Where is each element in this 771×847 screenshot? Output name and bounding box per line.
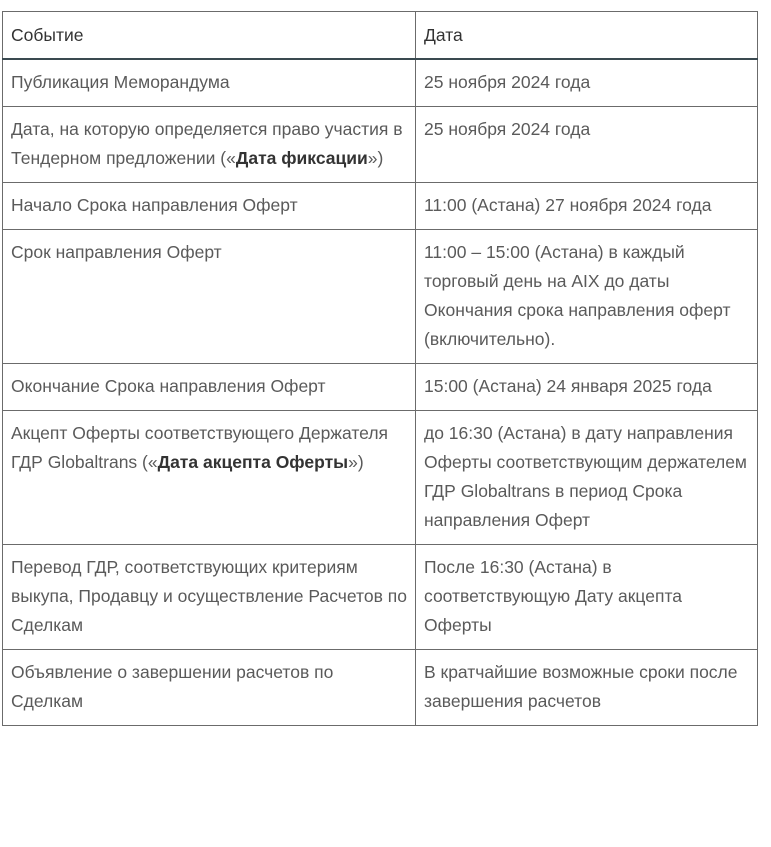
event-cell: Срок направления Оферт — [2, 229, 416, 364]
cell-text: Начало Срока направления Оферт — [11, 195, 298, 215]
date-cell: В кратчайшие возможные сроки после завер… — [415, 649, 758, 726]
cell-text: Срок направления Оферт — [11, 242, 222, 262]
defined-term: Дата акцепта Оферты — [157, 452, 349, 472]
date-cell: 25 ноября 2024 года — [415, 106, 758, 183]
date-cell: 11:00 – 15:00 (Астана) в каждый торговый… — [415, 229, 758, 364]
cell-text: ») — [348, 452, 364, 472]
cell-text: После 16:30 (Астана) в соответствующую Д… — [424, 557, 682, 635]
column-header-event: Событие — [2, 11, 416, 60]
cell-text: В кратчайшие возможные сроки после завер… — [424, 662, 738, 711]
date-cell: до 16:30 (Астана) в дату направления Офе… — [415, 410, 758, 545]
cell-text: 25 ноября 2024 года — [424, 72, 591, 92]
cell-text: 25 ноября 2024 года — [424, 119, 591, 139]
defined-term: Дата фиксации — [235, 148, 368, 168]
table-row: Публикация Меморандума 25 ноября 2024 год… — [2, 58, 758, 107]
cell-text: Объявление о завершении расчетов по Сдел… — [11, 662, 334, 711]
cell-text: Публикация Меморандума — [11, 72, 230, 92]
cell-text: ») — [367, 148, 384, 168]
cell-text: Окончание Срока направления Оферт — [11, 376, 326, 396]
event-cell: Акцепт Оферты соответствующего Держателя… — [2, 410, 416, 545]
event-cell: Публикация Меморандума — [2, 58, 416, 107]
event-cell: Окончание Срока направления Оферт — [2, 363, 416, 411]
date-cell: 25 ноября 2024 года — [415, 58, 758, 107]
table-row: Окончание Срока направления Оферт 15:00 (… — [2, 363, 758, 411]
cell-text: 11:00 – 15:00 (Астана) в каждый торговый… — [424, 242, 731, 349]
event-cell: Дата, на которую определяется право учас… — [2, 106, 416, 183]
column-header-date: Дата — [415, 11, 758, 60]
event-cell: Начало Срока направления Оферт — [2, 182, 416, 230]
table-row: Перевод ГДР, соответствующих критериям в… — [2, 544, 758, 650]
table-row: Объявление о завершении расчетов по Сдел… — [2, 649, 758, 726]
date-cell: 15:00 (Астана) 24 января 2025 года — [415, 363, 758, 411]
cell-text: Перевод ГДР, соответствующих критериям в… — [11, 557, 407, 635]
date-cell: 11:00 (Астана) 27 ноября 2024 года — [415, 182, 758, 230]
table-row: Срок направления Оферт 11:00 – 15:00 (Аст… — [2, 229, 758, 364]
date-cell: После 16:30 (Астана) в соответствующую Д… — [415, 544, 758, 650]
event-cell: Объявление о завершении расчетов по Сдел… — [2, 649, 416, 726]
table-row: Начало Срока направления Оферт 11:00 (Аст… — [2, 182, 758, 230]
cell-text: 15:00 (Астана) 24 января 2025 года — [424, 376, 712, 396]
cell-text: 11:00 (Астана) 27 ноября 2024 года — [424, 195, 712, 215]
table-row: Акцепт Оферты соответствующего Держателя… — [2, 410, 758, 545]
event-cell: Перевод ГДР, соответствующих критериям в… — [2, 544, 416, 650]
table-row: Дата, на которую определяется право учас… — [2, 106, 758, 183]
schedule-table: Событие Дата Публикация Меморандума 25 но… — [2, 11, 758, 726]
cell-text: Дата, на которую определяется право учас… — [11, 119, 403, 168]
cell-text: Акцепт Оферты соответствующего Держателя… — [11, 423, 389, 472]
table-header-row: Событие Дата — [2, 11, 758, 60]
cell-text: до 16:30 (Астана) в дату направления Офе… — [424, 423, 747, 530]
